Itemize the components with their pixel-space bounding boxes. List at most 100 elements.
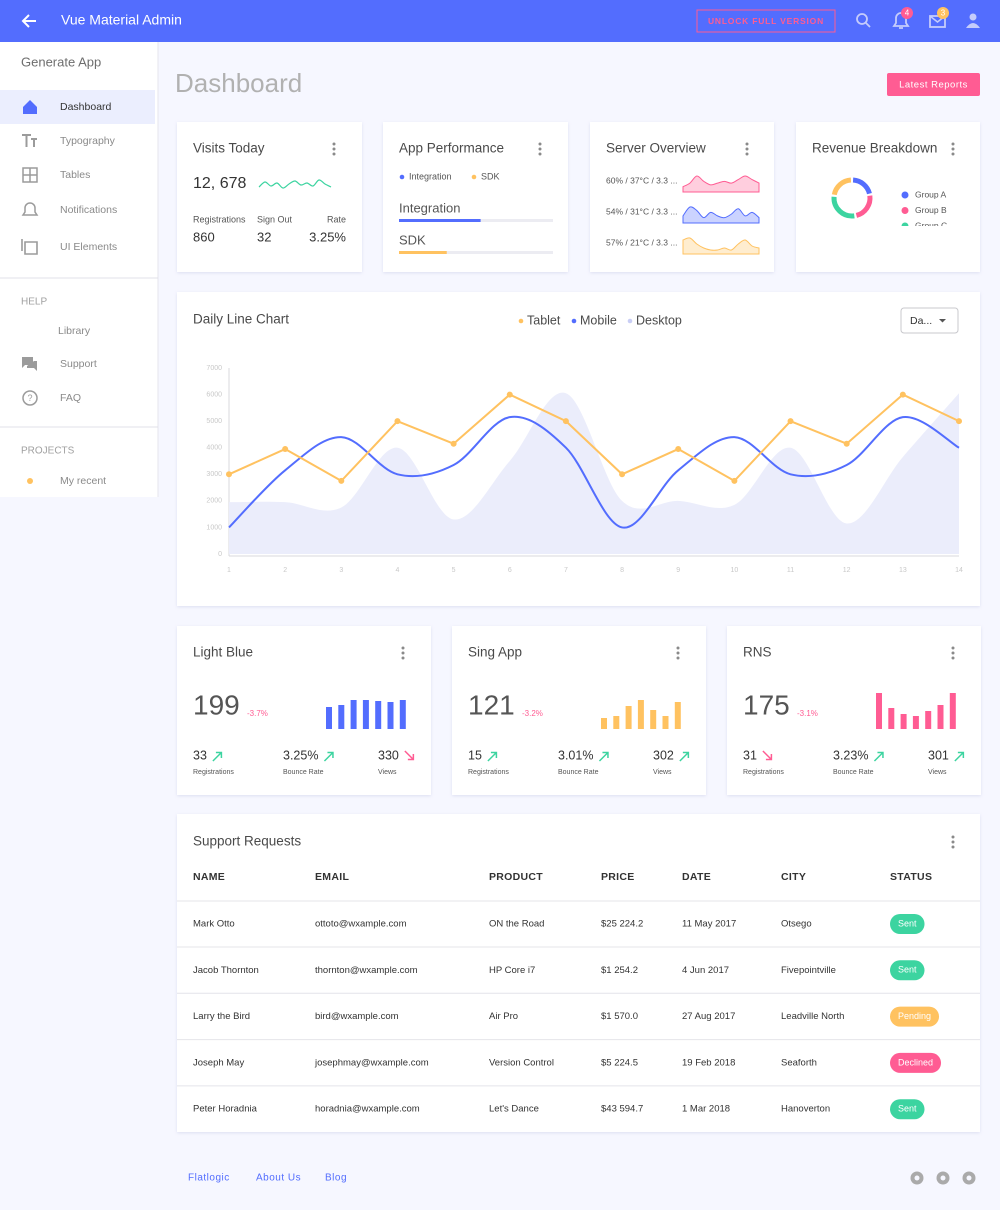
card-title: RNS <box>743 645 772 660</box>
point <box>338 477 345 484</box>
footer-link[interactable]: About Us <box>256 1173 301 1184</box>
x-tick-label: 7 <box>564 567 568 574</box>
menu-button[interactable] <box>951 646 955 660</box>
footer-link[interactable]: Blog <box>325 1173 347 1184</box>
y-tick-label: 4000 <box>206 445 222 452</box>
stat-label: Registrations <box>193 214 246 224</box>
table-cell: Mark Otto <box>193 919 235 930</box>
table-cell: Version Control <box>489 1057 554 1068</box>
legend-dot <box>471 174 477 180</box>
column-header: DATE <box>682 871 711 883</box>
menu-button[interactable] <box>676 646 680 660</box>
menu-dot <box>676 651 680 655</box>
menu-button[interactable] <box>332 142 336 156</box>
point <box>675 446 682 453</box>
menu-button[interactable] <box>951 835 955 849</box>
type-icon <box>22 134 37 147</box>
table-cell: 4 Jun 2017 <box>682 965 729 976</box>
progress-label: Integration <box>399 200 460 215</box>
menu-dot <box>951 147 955 151</box>
facebook-link[interactable] <box>910 1171 924 1185</box>
point <box>787 418 794 425</box>
stat-figure: 33 <box>193 748 207 762</box>
sidebar-section: HELP <box>21 297 47 308</box>
column-header: PRICE <box>601 871 635 883</box>
menu-dot <box>332 152 336 156</box>
card-title: Light Blue <box>193 645 253 660</box>
nav-item[interactable]: Notifications <box>21 202 117 216</box>
nav-item[interactable]: My recent <box>27 475 106 487</box>
legend-label: SDK <box>481 171 500 181</box>
badge-count: 3 <box>941 9 946 18</box>
search-icon <box>865 22 871 28</box>
mini-bar <box>937 705 944 729</box>
table-cell: Larry the Bird <box>193 1011 250 1022</box>
support-icon <box>22 357 37 371</box>
nav-item[interactable]: Dashboard <box>0 90 155 124</box>
latest-reports-button[interactable]: Latest Reports <box>887 73 980 96</box>
nav-item[interactable]: ? FAQ <box>22 390 81 406</box>
notifications-button[interactable]: 4 <box>892 7 913 29</box>
x-tick-label: 11 <box>787 567 794 574</box>
table-cell: ON the Road <box>489 919 544 930</box>
menu-button[interactable] <box>401 646 405 660</box>
stat-value: 32 <box>257 229 271 244</box>
trend-arrow <box>762 750 773 761</box>
stat-caption: Views <box>928 769 947 776</box>
table-cell: ottoto@wxample.com <box>315 919 407 930</box>
menu-button[interactable] <box>951 142 955 156</box>
range-select[interactable]: Da... <box>900 307 959 334</box>
search-button[interactable] <box>856 13 871 28</box>
nav-label: Dashboard <box>60 101 112 113</box>
github-link[interactable] <box>962 1171 976 1185</box>
mini-bar <box>375 701 382 729</box>
trend-arrow <box>873 751 884 762</box>
table-cell: 11 May 2017 <box>682 919 736 930</box>
mini-bar <box>601 718 607 729</box>
nav-item[interactable]: Tables <box>22 167 90 183</box>
messages-button[interactable]: 3 <box>929 7 949 28</box>
unlock-button[interactable]: UNLOCK FULL VERSION <box>696 9 836 33</box>
mini-bar <box>613 716 620 729</box>
back-button[interactable] <box>21 14 36 28</box>
menu-dot <box>951 845 955 849</box>
y-tick-label: 3000 <box>206 471 222 478</box>
profile-button[interactable] <box>966 13 980 29</box>
line <box>228 393 960 483</box>
point <box>226 471 232 478</box>
menu-dot <box>951 651 955 655</box>
legend-label: Mobile <box>580 313 617 327</box>
mini-bar <box>399 700 406 729</box>
stat-label: Sign Out <box>257 214 293 224</box>
server-stat: 54% / 31°C / 3.3 ... <box>606 206 677 216</box>
footer-link[interactable]: Flatlogic <box>188 1173 230 1184</box>
legend-label: Group B <box>915 205 947 215</box>
elements-icon <box>21 239 38 255</box>
menu-dot <box>745 152 749 156</box>
status-pill <box>890 1052 942 1073</box>
menu-button[interactable] <box>745 142 749 156</box>
stat-figure: 31 <box>743 748 757 762</box>
home-icon <box>23 100 37 114</box>
table-cell: josephmay@wxample.com <box>314 1057 429 1068</box>
x-tick-label: 10 <box>730 567 738 574</box>
nav-item[interactable]: Support <box>22 357 97 371</box>
faq-icon: ? <box>27 393 32 403</box>
menu-dot <box>401 656 405 660</box>
table-cell: HP Core i7 <box>489 965 535 976</box>
mini-bar <box>888 708 895 729</box>
x-tick-label: 5 <box>452 567 456 574</box>
twitter-link[interactable] <box>936 1171 950 1185</box>
menu-button[interactable] <box>538 142 542 156</box>
table-cell: Seaforth <box>781 1057 817 1068</box>
nav-item[interactable]: Library <box>58 325 91 337</box>
legend-dot <box>518 318 524 324</box>
nav-item[interactable]: Typography <box>22 134 116 147</box>
nav-item[interactable]: UI Elements <box>21 239 117 255</box>
legend-label: Group C <box>915 220 947 230</box>
page-title: Dashboard <box>175 68 302 98</box>
column-header: EMAIL <box>315 871 349 883</box>
stat-value: 860 <box>193 229 215 244</box>
y-tick-label: 6000 <box>206 391 222 398</box>
